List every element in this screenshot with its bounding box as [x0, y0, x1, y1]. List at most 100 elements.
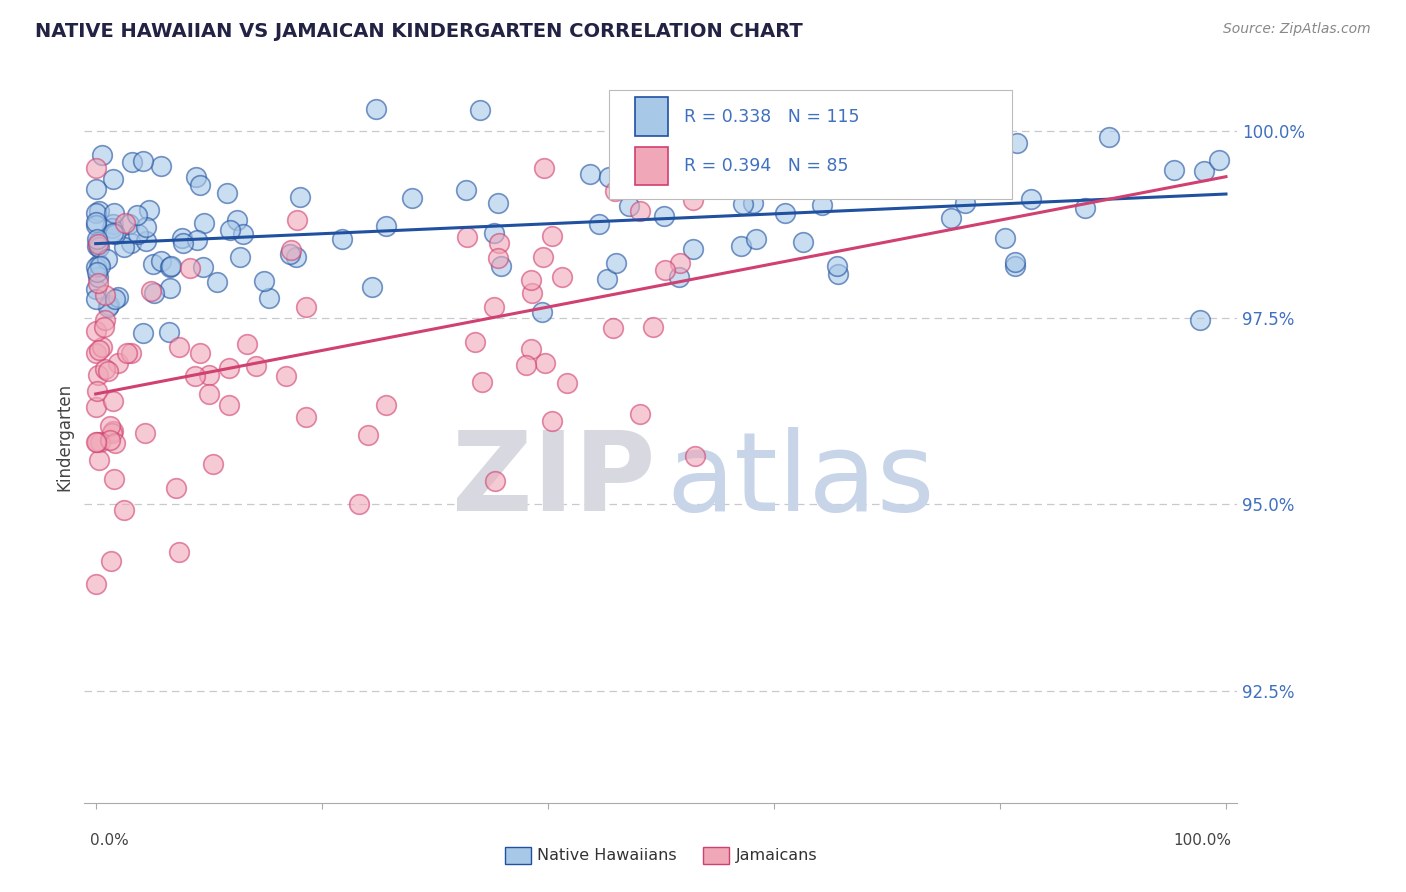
- Point: [401, 191, 423, 205]
- Point: [103, 393, 125, 408]
- Point: [115, 346, 138, 360]
- Point: [86, 237, 108, 252]
- Point: [112, 502, 135, 516]
- Point: [186, 233, 208, 247]
- Point: [295, 410, 318, 425]
- Point: [100, 221, 122, 235]
- Point: [96, 252, 118, 266]
- Point: [120, 346, 142, 360]
- Point: [94, 361, 117, 376]
- Point: [285, 213, 308, 227]
- Point: [120, 236, 142, 251]
- Point: [285, 250, 308, 264]
- Point: [994, 231, 1017, 245]
- Point: [188, 178, 211, 192]
- Y-axis label: Kindergarten: Kindergarten: [55, 383, 73, 491]
- Point: [470, 103, 492, 118]
- Text: NATIVE HAWAIIAN VS JAMAICAN KINDERGARTEN CORRELATION CHART: NATIVE HAWAIIAN VS JAMAICAN KINDERGARTEN…: [35, 22, 803, 41]
- Point: [150, 159, 173, 173]
- Point: [84, 292, 107, 306]
- Point: [159, 281, 181, 295]
- Point: [949, 148, 972, 162]
- Point: [84, 182, 107, 196]
- Point: [229, 250, 252, 264]
- Text: Native Hawaiians: Native Hawaiians: [537, 848, 678, 863]
- Point: [845, 175, 868, 189]
- Point: [1004, 259, 1026, 273]
- Point: [356, 427, 378, 442]
- Point: [219, 222, 242, 236]
- Point: [112, 240, 135, 254]
- Point: [103, 472, 125, 486]
- Point: [218, 398, 240, 412]
- Point: [953, 195, 976, 210]
- Point: [84, 218, 107, 232]
- Point: [682, 193, 704, 207]
- Point: [1004, 255, 1026, 269]
- Point: [90, 147, 112, 161]
- Point: [745, 232, 768, 246]
- Point: [101, 217, 124, 231]
- Point: [1208, 153, 1230, 168]
- Point: [530, 305, 553, 319]
- Point: [97, 300, 120, 314]
- Point: [657, 161, 679, 176]
- Point: [628, 204, 651, 219]
- Point: [669, 256, 692, 270]
- Point: [773, 206, 796, 220]
- Point: [87, 269, 110, 284]
- Point: [121, 154, 143, 169]
- Point: [87, 204, 110, 219]
- Point: [165, 481, 187, 495]
- Point: [375, 219, 398, 234]
- Point: [454, 183, 477, 197]
- Point: [84, 206, 107, 220]
- Point: [172, 236, 194, 251]
- Point: [456, 229, 478, 244]
- Point: [520, 342, 543, 356]
- Point: [201, 458, 224, 472]
- Point: [683, 449, 706, 463]
- Point: [132, 326, 155, 340]
- Point: [347, 498, 370, 512]
- Point: [643, 319, 665, 334]
- Point: [87, 453, 110, 467]
- Point: [87, 235, 110, 249]
- Point: [103, 206, 125, 220]
- Point: [288, 190, 311, 204]
- Point: [605, 256, 627, 270]
- Point: [217, 186, 239, 201]
- Point: [97, 363, 120, 377]
- Point: [579, 167, 602, 181]
- Point: [100, 554, 122, 568]
- Point: [114, 216, 136, 230]
- Point: [118, 217, 141, 231]
- Point: [104, 227, 127, 242]
- Point: [280, 243, 302, 257]
- Point: [366, 102, 388, 116]
- Point: [84, 325, 107, 339]
- Point: [654, 263, 676, 277]
- Point: [1097, 130, 1119, 145]
- Point: [94, 287, 117, 301]
- Bar: [636, 146, 668, 186]
- Point: [939, 211, 962, 226]
- Point: [100, 433, 122, 447]
- Point: [86, 435, 108, 450]
- Point: [294, 300, 316, 314]
- Point: [218, 361, 240, 376]
- Point: [107, 290, 129, 304]
- Point: [1192, 164, 1215, 178]
- Point: [531, 251, 554, 265]
- Point: [142, 285, 165, 300]
- Point: [89, 434, 111, 449]
- Point: [139, 284, 162, 298]
- Point: [131, 154, 153, 169]
- Point: [484, 300, 506, 314]
- Point: [486, 251, 509, 265]
- Point: [464, 334, 486, 349]
- Point: [87, 343, 110, 358]
- Point: [603, 185, 626, 199]
- Point: [596, 272, 619, 286]
- Text: Jamaicans: Jamaicans: [735, 848, 817, 863]
